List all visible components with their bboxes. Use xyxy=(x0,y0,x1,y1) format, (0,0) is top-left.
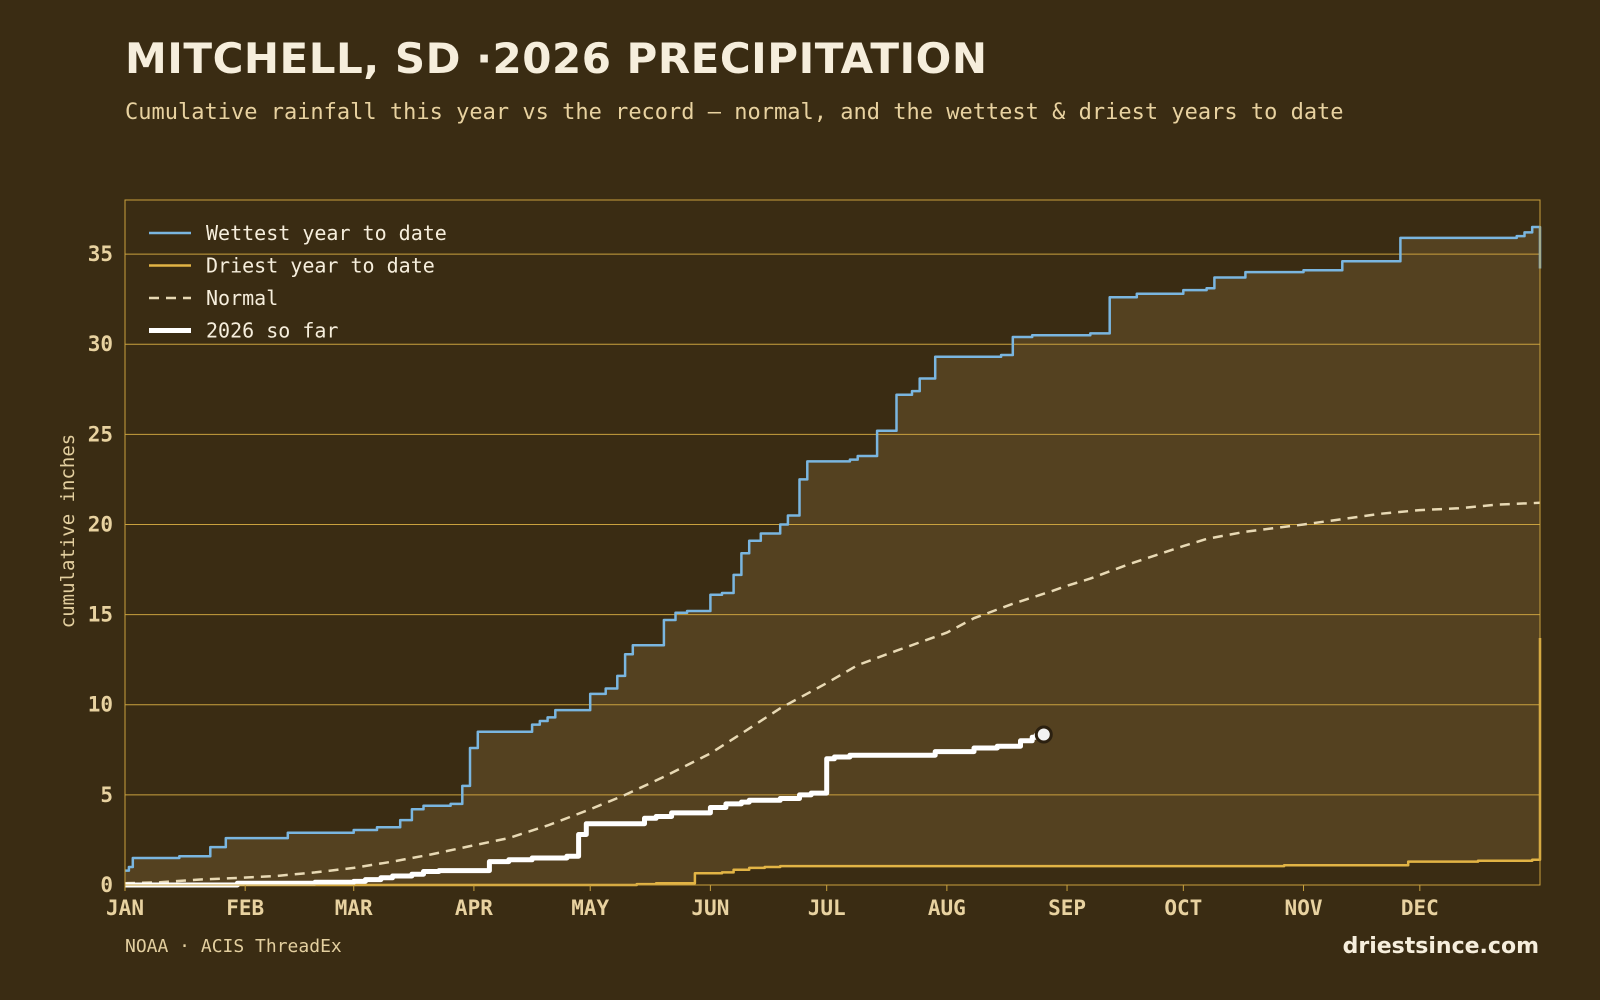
range-band xyxy=(125,227,1540,885)
legend-item-wettest-label: Wettest year to date xyxy=(206,221,447,245)
y-tick-label: 30 xyxy=(88,332,113,356)
y-tick-label: 35 xyxy=(88,242,113,266)
axes: 0 5 10 15 20 25 30 35 JAN FEB MAR APR MAY JUN JUL AUG SE… xyxy=(88,199,1541,920)
current-year-line xyxy=(125,732,1047,888)
source-credit: NOAA · ACIS ThreadEx xyxy=(125,936,342,957)
brand-link[interactable]: driestsince.com xyxy=(1342,934,1539,959)
driest-line xyxy=(125,638,1542,887)
y-tick-label: 25 xyxy=(88,422,113,446)
plot-frame xyxy=(124,199,1541,886)
y-tick-label: 15 xyxy=(88,603,113,627)
x-tick-label: DEC xyxy=(1401,896,1439,920)
y-tick-label: 20 xyxy=(88,512,113,536)
legend-item-current-label: 2026 so far xyxy=(206,319,338,343)
x-tick-label: MAR xyxy=(335,896,373,920)
x-tick-label: FEB xyxy=(226,896,264,920)
x-tick-label: MAY xyxy=(571,896,609,920)
y-axis-label: cumulative inches xyxy=(57,434,79,628)
gridlines xyxy=(125,253,1540,886)
legend: Wettest year to date Driest year to date N… xyxy=(149,221,447,343)
x-tick-label: OCT xyxy=(1164,896,1202,920)
x-tick-label: JAN xyxy=(106,896,144,920)
chart-title: MITCHELL, SD ·2026 PRECIPITATION xyxy=(125,34,988,83)
current-year-endpoint[interactable] xyxy=(1034,725,1053,744)
x-tick-label: JUL xyxy=(808,896,846,920)
legend-item-normal-label: Normal xyxy=(206,286,278,310)
y-tick-label: 0 xyxy=(100,873,113,897)
x-tick-label: SEP xyxy=(1048,896,1086,920)
x-tick-label: NOV xyxy=(1285,896,1323,920)
x-tick-label: AUG xyxy=(928,896,966,920)
y-tick-label: 5 xyxy=(100,783,113,807)
wettest-driest-band xyxy=(125,227,1540,885)
wettest-line xyxy=(125,225,1542,872)
chart-subtitle: Cumulative rainfall this year vs the rec… xyxy=(125,100,1344,125)
legend-item-driest-label: Driest year to date xyxy=(206,254,435,278)
series-lines xyxy=(124,225,1542,888)
x-tick-label: JUN xyxy=(691,896,729,920)
x-tick-label: APR xyxy=(455,896,493,920)
y-tick-label: 10 xyxy=(88,693,113,717)
